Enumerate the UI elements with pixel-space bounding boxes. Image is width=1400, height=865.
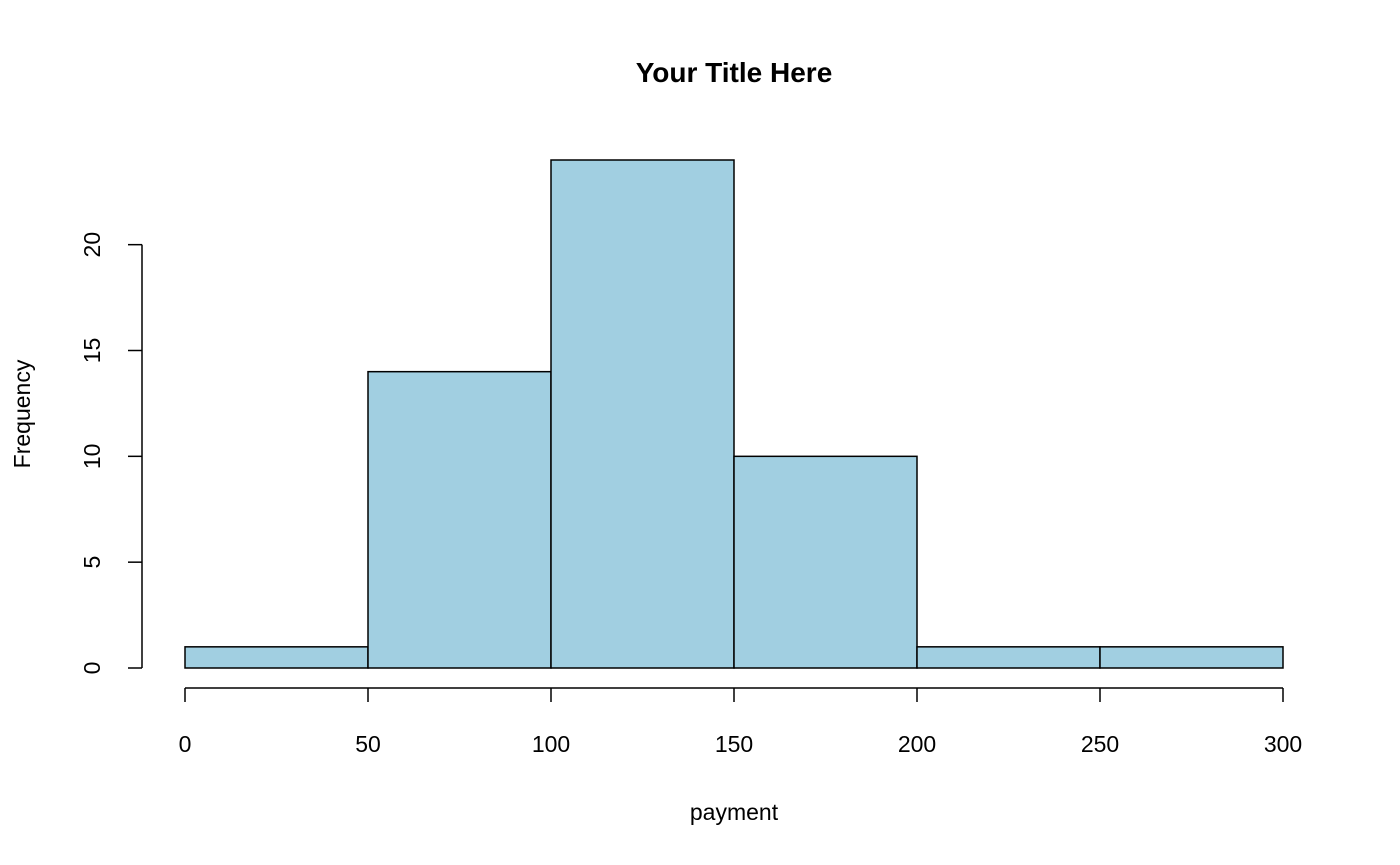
y-ticks-group: 0 5 10 15 20 xyxy=(79,232,142,675)
y-tick-label: 0 xyxy=(79,662,105,675)
y-tick-label: 10 xyxy=(79,444,105,470)
x-tick-label: 150 xyxy=(715,731,753,757)
x-tick-label: 250 xyxy=(1081,731,1119,757)
y-axis-label: Frequency xyxy=(9,359,35,468)
x-tick-label: 200 xyxy=(898,731,936,757)
chart-title: Your Title Here xyxy=(636,57,833,88)
histogram-bar-200-250 xyxy=(916,646,1101,669)
y-axis: 0 5 10 15 20 xyxy=(79,232,143,675)
x-tick-label: 50 xyxy=(355,731,381,757)
x-tick-label: 0 xyxy=(179,731,192,757)
histogram-bar-100-150 xyxy=(550,159,735,669)
histogram-bar-0-50 xyxy=(184,646,369,669)
y-tick-label: 5 xyxy=(79,556,105,569)
histogram-bar-50-100 xyxy=(367,370,552,669)
x-ticks-group: 0 50 100 150 200 250 300 xyxy=(179,688,1302,757)
x-axis: 0 50 100 150 200 250 300 xyxy=(179,687,1302,757)
x-tick-label: 100 xyxy=(532,731,570,757)
y-tick-label: 20 xyxy=(79,232,105,258)
histogram-bar-250-300 xyxy=(1099,646,1284,669)
y-tick-label: 15 xyxy=(79,338,105,364)
bars-group xyxy=(184,159,1284,669)
x-tick-label: 300 xyxy=(1264,731,1302,757)
histogram-bar-150-200 xyxy=(733,455,918,669)
x-axis-label: payment xyxy=(690,799,779,825)
